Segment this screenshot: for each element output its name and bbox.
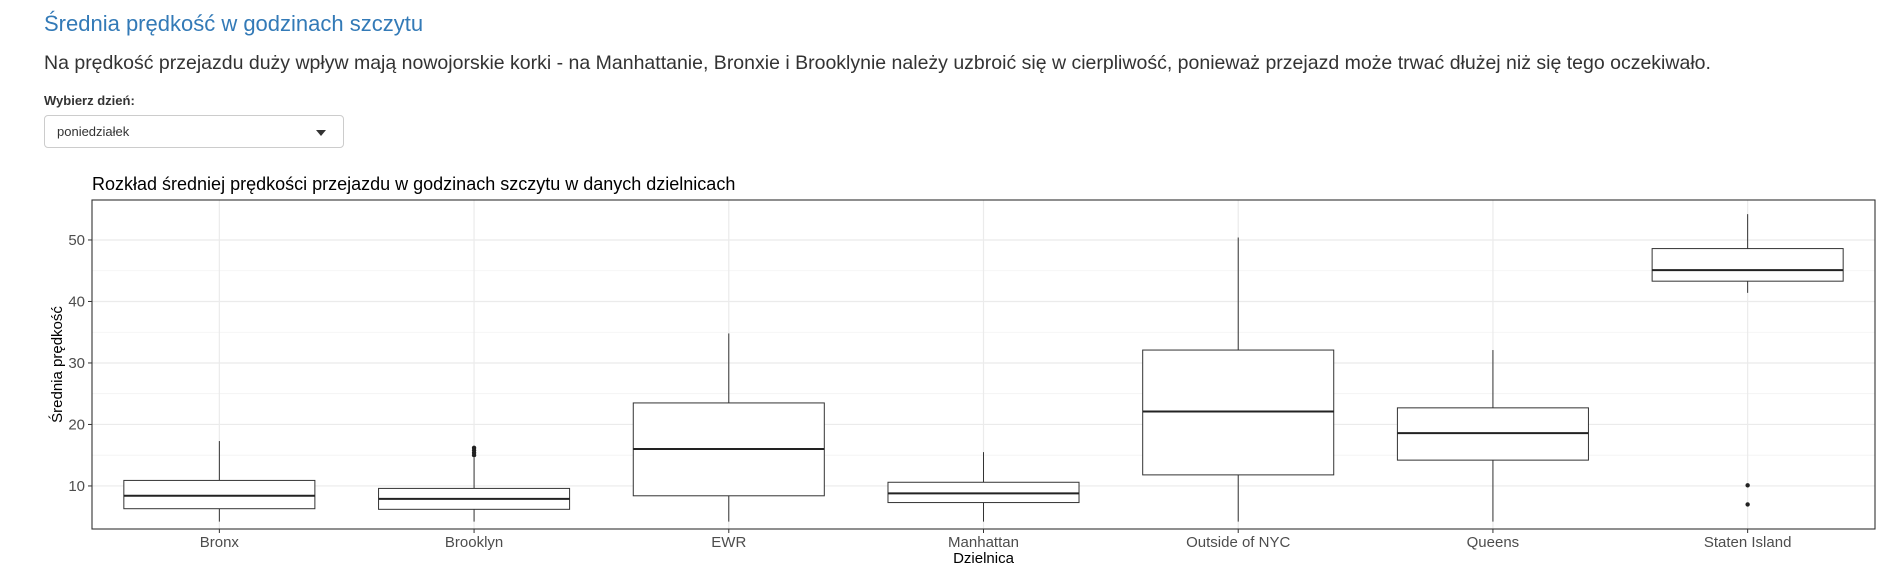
box-layer bbox=[123, 214, 1844, 522]
chevron-down-icon bbox=[316, 130, 326, 136]
x-axis-title: Dzielnica bbox=[953, 550, 1015, 567]
chart-title: Rozkład średniej prędkości przejazdu w g… bbox=[92, 174, 735, 194]
x-tick-label: EWR bbox=[711, 534, 746, 551]
x-tick-label: Bronx bbox=[200, 534, 240, 551]
outlier-point bbox=[471, 445, 477, 451]
boxplot-chart: Rozkład średniej prędkości przejazdu w g… bbox=[48, 174, 1876, 567]
axis-layer: 10 20 30 40 50 Bronx Brooklyn EWR Manhattan Outsi… bbox=[68, 232, 1791, 551]
y-axis-title: Średnia prędkość bbox=[48, 306, 66, 423]
day-select-label: Wybierz dzień: bbox=[44, 93, 135, 108]
box-iqr bbox=[1651, 248, 1844, 282]
x-tick-label: Brooklyn bbox=[445, 534, 503, 551]
y-tick-label: 10 bbox=[68, 478, 85, 495]
y-tick-label: 30 bbox=[68, 355, 85, 372]
y-tick-label: 40 bbox=[68, 293, 85, 310]
page-description: Na prędkość przejazdu duży wpływ mają no… bbox=[44, 52, 1711, 74]
day-select-value: poniedziałek bbox=[57, 124, 130, 139]
y-tick-label: 20 bbox=[68, 416, 85, 433]
page-title: Średnia prędkość w godzinach szczytu bbox=[44, 11, 424, 36]
day-select[interactable]: poniedziałek bbox=[44, 115, 344, 148]
outlier-point bbox=[1745, 483, 1750, 488]
x-tick-label: Queens bbox=[1467, 534, 1520, 551]
box-iqr bbox=[123, 479, 316, 510]
outlier-point bbox=[1745, 502, 1750, 507]
x-tick-label: Staten Island bbox=[1704, 534, 1792, 551]
x-tick-label: Manhattan bbox=[948, 534, 1019, 551]
x-tick-label: Outside of NYC bbox=[1186, 534, 1290, 551]
y-tick-label: 50 bbox=[68, 232, 85, 249]
